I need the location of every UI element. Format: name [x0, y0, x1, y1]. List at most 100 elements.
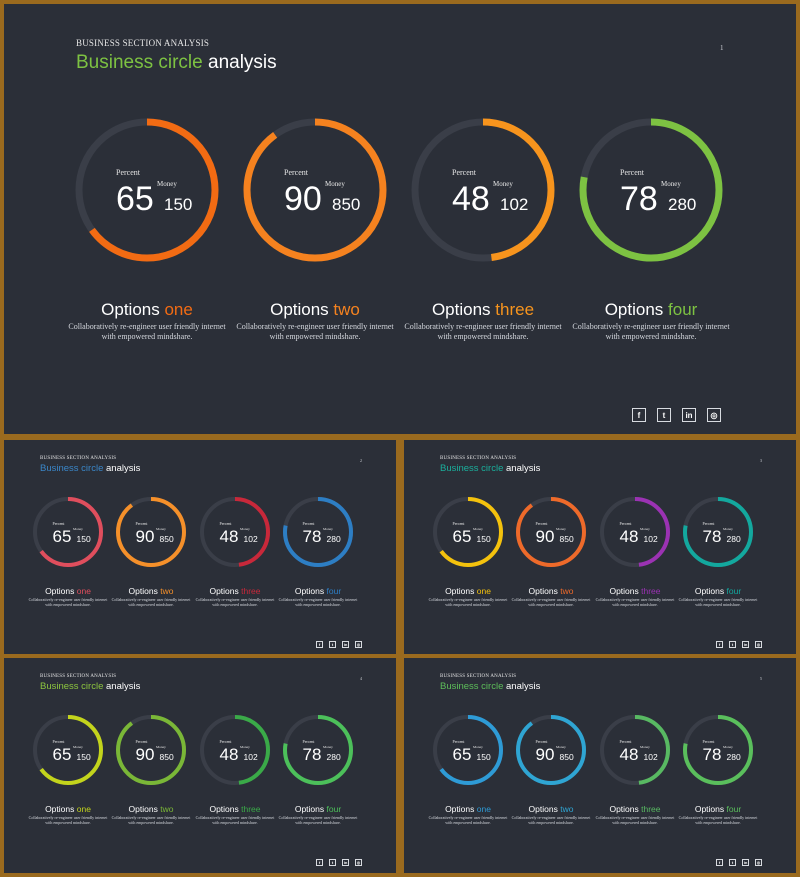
- option-word: Options: [128, 586, 158, 596]
- page-number: 1: [720, 44, 724, 52]
- option-description: Collaboratively re-engineer user friendl…: [278, 815, 358, 826]
- option-title-1: Options one: [428, 804, 508, 814]
- facebook-icon[interactable]: f: [316, 859, 323, 866]
- twitter-icon[interactable]: t: [729, 859, 736, 866]
- page-title-accent: Business circle: [76, 52, 203, 73]
- option-suffix: four: [726, 586, 742, 596]
- option-word: Options: [445, 804, 475, 814]
- progress-ring-svg: [600, 497, 670, 567]
- option-suffix: one: [476, 804, 491, 814]
- progress-ring-2: [114, 713, 188, 787]
- page-title-rest: analysis: [503, 463, 541, 474]
- linkedin-icon[interactable]: in: [342, 641, 349, 648]
- percent-value: 78: [302, 527, 322, 546]
- progress-ring-4: [281, 495, 355, 569]
- slide-thumbnail-3[interactable]: BUSINESS SECTION ANALYSIS Business circle…: [404, 440, 796, 654]
- ring-progress-arc: [516, 715, 586, 785]
- facebook-icon[interactable]: f: [316, 641, 323, 648]
- ring-progress-arc: [116, 497, 186, 567]
- page-number: 5: [760, 676, 762, 681]
- progress-ring-svg: [243, 118, 387, 262]
- option-title-1: Options one: [428, 586, 508, 596]
- option-suffix: four: [668, 300, 698, 319]
- percent-value: 90: [535, 527, 555, 546]
- money-value: 150: [164, 195, 193, 214]
- twitter-icon[interactable]: t: [329, 859, 336, 866]
- slide-thumbnail-4[interactable]: BUSINESS SECTION ANALYSIS Business circle…: [4, 658, 396, 873]
- slide-thumbnail-2[interactable]: BUSINESS SECTION ANALYSIS Business circle…: [4, 440, 396, 654]
- page-title-accent: Business circle: [440, 463, 504, 474]
- percent-label: Percent: [302, 521, 315, 526]
- twitter-icon[interactable]: t: [657, 408, 671, 422]
- instagram-icon[interactable]: ◎: [755, 641, 762, 648]
- linkedin-icon[interactable]: in: [342, 859, 349, 866]
- percent-value: 78: [702, 745, 722, 764]
- percent-label: Percent: [702, 739, 715, 744]
- option-word: Options: [128, 804, 158, 814]
- linkedin-icon[interactable]: in: [682, 408, 696, 422]
- social-links: f t in ◎: [632, 408, 721, 422]
- social-links: f t in ◎: [316, 641, 362, 648]
- slide-thumbnail-5[interactable]: BUSINESS SECTION ANALYSIS Business circle…: [404, 658, 796, 873]
- instagram-icon[interactable]: ◎: [355, 859, 362, 866]
- percent-value: 48: [619, 527, 639, 546]
- twitter-icon[interactable]: t: [729, 641, 736, 648]
- twitter-icon[interactable]: t: [329, 641, 336, 648]
- option-title-3: Options three: [403, 300, 563, 320]
- progress-ring-svg: [516, 715, 586, 785]
- money-value: 102: [500, 195, 529, 214]
- percent-value: 65: [452, 527, 472, 546]
- option-title-4: Options four: [678, 804, 758, 814]
- progress-ring-1: [72, 115, 222, 265]
- option-title-4: Options four: [278, 586, 358, 596]
- option-title-3: Options three: [595, 586, 675, 596]
- instagram-icon[interactable]: ◎: [355, 641, 362, 648]
- option-title-4: Options four: [278, 804, 358, 814]
- percent-label: Percent: [219, 739, 232, 744]
- option-title-2: Options two: [511, 804, 591, 814]
- progress-ring-svg: [283, 715, 353, 785]
- percent-value: 48: [619, 745, 639, 764]
- section-subtitle: BUSINESS SECTION ANALYSIS: [76, 38, 210, 48]
- percent-label: Percent: [619, 739, 632, 744]
- money-label: Money: [323, 745, 333, 749]
- option-word: Options: [45, 804, 75, 814]
- linkedin-icon[interactable]: in: [742, 859, 749, 866]
- page-number: 2: [360, 458, 362, 463]
- option-description: Collaboratively re-engineer user friendl…: [195, 597, 275, 608]
- progress-ring-1: [431, 495, 505, 569]
- facebook-icon[interactable]: f: [716, 859, 723, 866]
- option-description: Collaboratively re-engineer user friendl…: [511, 815, 591, 826]
- percent-value: 48: [219, 745, 239, 764]
- facebook-icon[interactable]: f: [632, 408, 646, 422]
- ring-progress-arc: [683, 497, 753, 567]
- option-suffix: two: [160, 586, 174, 596]
- option-word: Options: [431, 300, 491, 319]
- facebook-icon[interactable]: f: [716, 641, 723, 648]
- option-title-1: Options one: [28, 804, 108, 814]
- option-suffix: four: [726, 804, 742, 814]
- money-label: Money: [723, 745, 733, 749]
- percent-label: Percent: [452, 521, 465, 526]
- option-word: Options: [270, 300, 329, 319]
- instagram-icon[interactable]: ◎: [755, 859, 762, 866]
- page-title: Business circle analysis: [440, 681, 540, 692]
- social-links: f t in ◎: [716, 641, 762, 648]
- ring-progress-arc: [411, 118, 555, 262]
- percent-label: Percent: [452, 739, 465, 744]
- money-value: 150: [76, 752, 91, 762]
- option-title-4: Options four: [678, 586, 758, 596]
- percent-value: 90: [535, 745, 555, 764]
- percent-value: 78: [620, 180, 658, 218]
- money-label: Money: [157, 180, 177, 188]
- option-description: Collaboratively re-engineer user friendl…: [428, 597, 508, 608]
- instagram-icon[interactable]: ◎: [707, 408, 721, 422]
- page-title: Business circle analysis: [40, 463, 140, 474]
- money-label: Money: [556, 527, 566, 531]
- progress-ring-4: [681, 713, 755, 787]
- progress-ring-svg: [683, 497, 753, 567]
- option-description: Collaboratively re-engineer user friendl…: [428, 815, 508, 826]
- money-value: 150: [476, 752, 491, 762]
- progress-ring-svg: [433, 497, 503, 567]
- linkedin-icon[interactable]: in: [742, 641, 749, 648]
